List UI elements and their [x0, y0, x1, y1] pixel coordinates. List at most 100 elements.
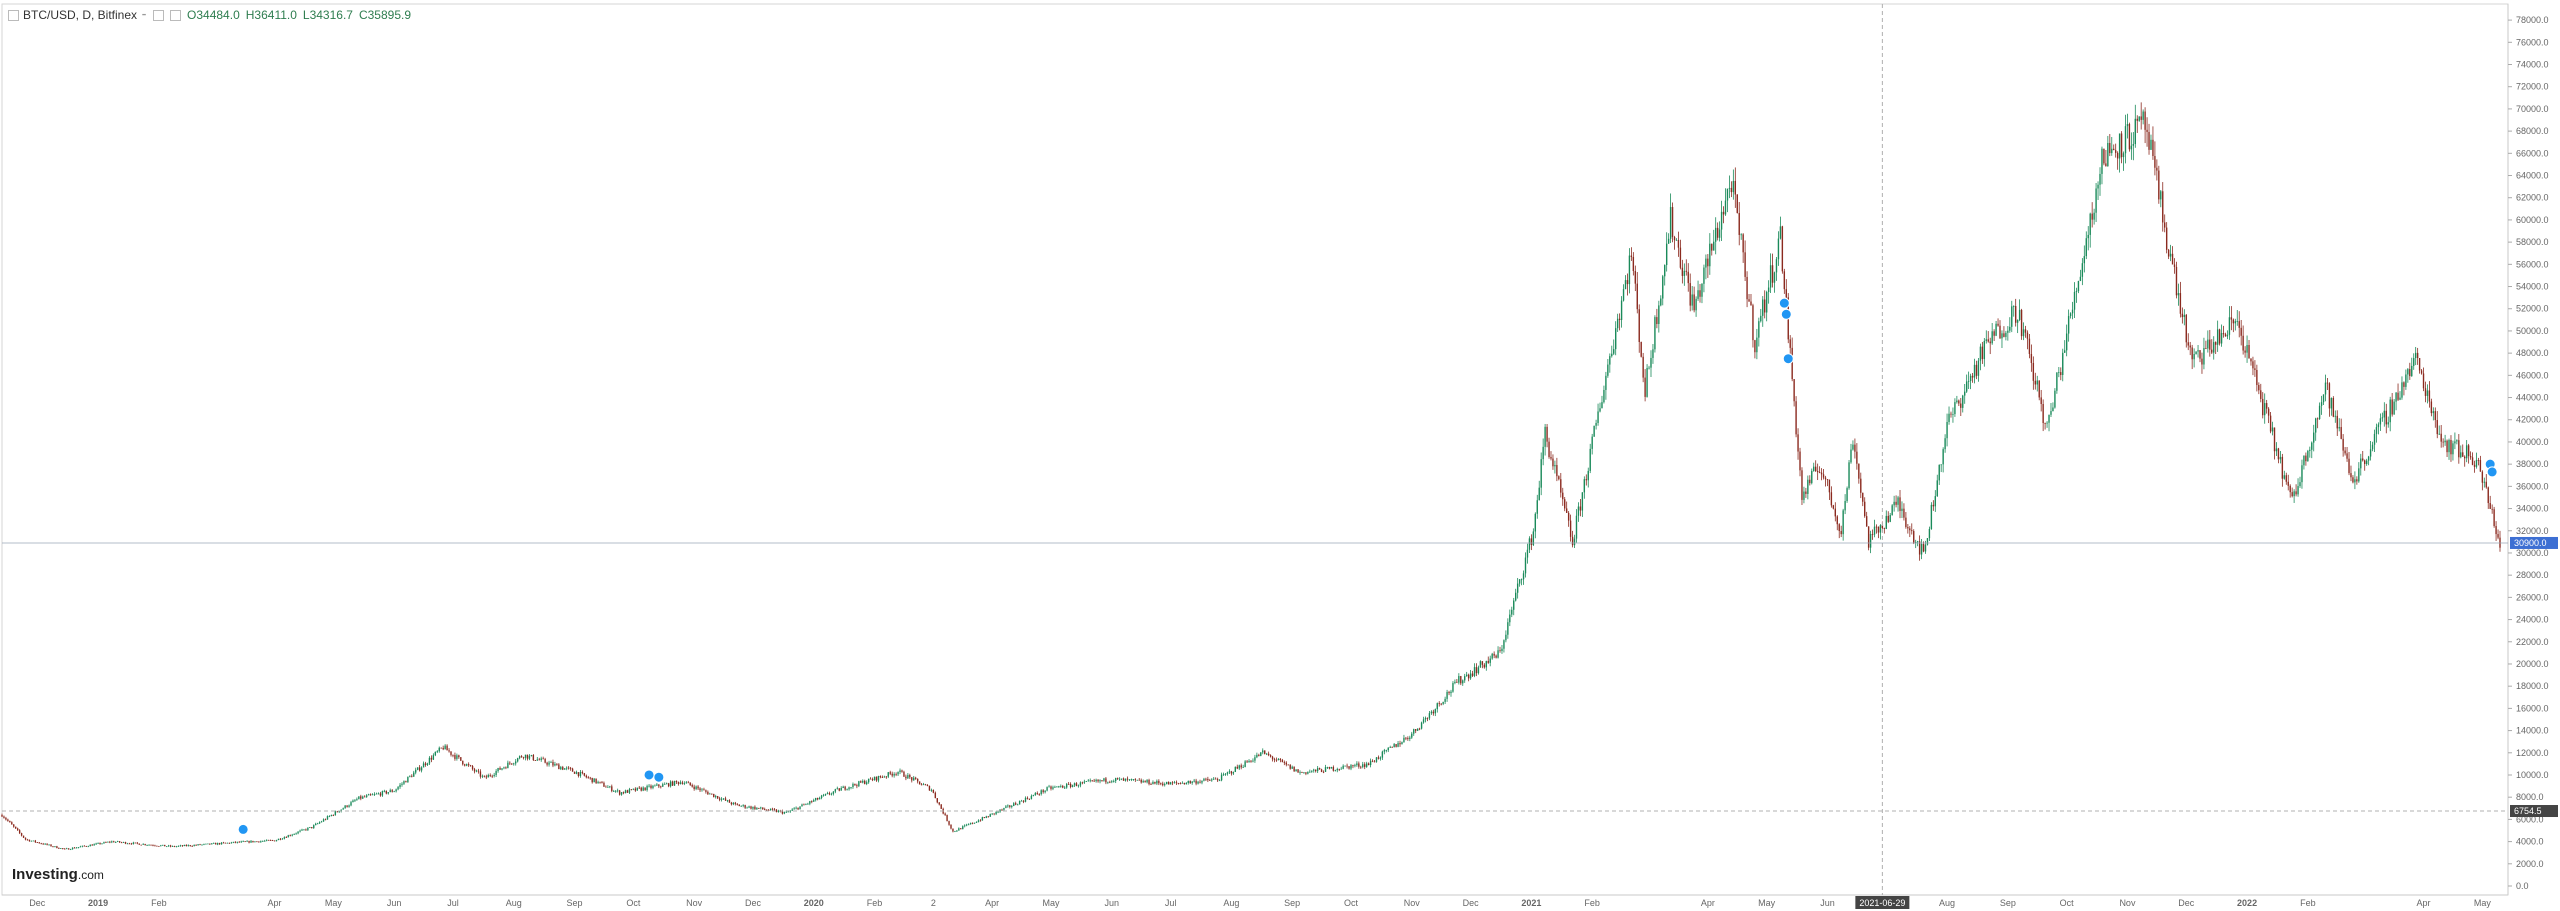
candle-body: [1248, 760, 1250, 763]
candle-body: [1048, 786, 1050, 788]
candle-body: [2124, 126, 2127, 154]
candle-body: [1532, 531, 1535, 545]
candle-body: [1473, 667, 1476, 676]
candle-body: [450, 751, 452, 755]
y-tick-label: 4000.0: [2516, 837, 2544, 847]
candle-body: [2409, 369, 2411, 377]
candle-body: [446, 745, 448, 751]
candle-body: [2146, 129, 2148, 132]
candle-body: [207, 843, 209, 845]
candle-body: [2397, 392, 2399, 400]
candle-body: [828, 793, 831, 795]
candle-body: [2362, 458, 2364, 461]
candle-body: [762, 807, 764, 810]
candle-body: [2467, 445, 2470, 457]
candle-body: [889, 772, 891, 774]
candle-body: [1383, 750, 1386, 752]
candle-body: [1707, 258, 1709, 267]
candle-body: [2424, 388, 2427, 396]
candle-body: [1134, 779, 1137, 780]
candle-body: [1173, 782, 1176, 784]
candle-body: [1713, 241, 1715, 251]
x-tick-label: 2: [931, 898, 936, 908]
candle-body: [295, 833, 297, 835]
candle-body: [1920, 543, 1923, 555]
candle-body: [1281, 760, 1284, 763]
candle-body: [1869, 533, 1872, 548]
collapse-icon[interactable]: [8, 9, 19, 21]
candle-body: [1316, 768, 1319, 772]
candle-body: [383, 790, 386, 792]
candle-body: [805, 803, 807, 805]
candle-body: [824, 793, 827, 796]
legend-menu-icon[interactable]: ⁃: [141, 8, 148, 22]
candle-body: [2167, 249, 2170, 257]
candle-body: [2034, 380, 2037, 385]
candle-body: [732, 802, 735, 805]
candle-body: [636, 787, 638, 791]
candle-body: [1603, 389, 1605, 403]
x-tick-label: Jul: [1165, 898, 1177, 908]
candle-body: [377, 793, 380, 795]
candle-body: [1379, 757, 1382, 759]
candle-body: [1946, 421, 1948, 439]
candle-body: [1558, 476, 1560, 480]
candle-body: [1301, 772, 1303, 773]
candle-body: [109, 841, 111, 843]
candle-body: [356, 799, 358, 801]
candle-body: [1775, 259, 1778, 273]
candle-body: [2454, 441, 2456, 444]
y-tick-label: 78000.0: [2516, 15, 2549, 25]
crosshair-date-badge: [1855, 896, 1910, 909]
candle-body: [2026, 332, 2029, 339]
candle-body: [1552, 458, 1554, 467]
candle-body: [1344, 765, 1346, 767]
candle-body: [15, 826, 17, 829]
candle-body: [2175, 266, 2178, 296]
candle-body: [1665, 243, 1668, 266]
candle-body: [275, 840, 278, 842]
candle-body: [1587, 470, 1589, 481]
candle-body: [1667, 238, 1670, 244]
candle-body: [1293, 766, 1295, 772]
candle-body: [271, 840, 274, 842]
candle-body: [626, 790, 629, 793]
candle-body: [169, 845, 172, 847]
candle-body: [1995, 323, 1997, 336]
candle-body: [877, 776, 880, 781]
candle-body: [1875, 526, 1878, 528]
candle-body: [2064, 350, 2066, 353]
candle-body: [103, 842, 105, 844]
candle-body: [226, 842, 229, 844]
candle-body: [2030, 353, 2033, 363]
candle-body: [1826, 479, 1829, 480]
candle-body: [987, 816, 989, 818]
crosshair-price-label: 6754.5: [2514, 806, 2542, 816]
settings-icon[interactable]: [153, 9, 165, 21]
candle-body: [756, 807, 758, 810]
candle-body: [1058, 786, 1060, 787]
candle-body: [2222, 333, 2225, 335]
candle-body: [605, 786, 607, 788]
candle-body: [2381, 417, 2384, 419]
candle-body: [1191, 781, 1193, 784]
x-tick-label: May: [1758, 898, 1776, 908]
candle-body: [913, 777, 915, 781]
candle-body: [656, 784, 658, 786]
candle-body: [560, 767, 562, 770]
candle-body: [1648, 367, 1650, 369]
close-icon[interactable]: [170, 9, 182, 21]
candle-body: [709, 793, 711, 795]
candle-body: [2254, 368, 2256, 370]
last-price-label: 30900.0: [2514, 538, 2547, 548]
candle-body: [1530, 538, 1533, 545]
x-tick-label: Dec: [29, 898, 46, 908]
candle-body: [2214, 342, 2217, 345]
x-tick-label: 2020: [804, 898, 824, 908]
candle-body: [1258, 754, 1260, 756]
candle-body: [1611, 353, 1613, 357]
candle-body: [1507, 622, 1509, 635]
candle-body: [607, 786, 609, 788]
candle-body: [1703, 267, 1705, 284]
